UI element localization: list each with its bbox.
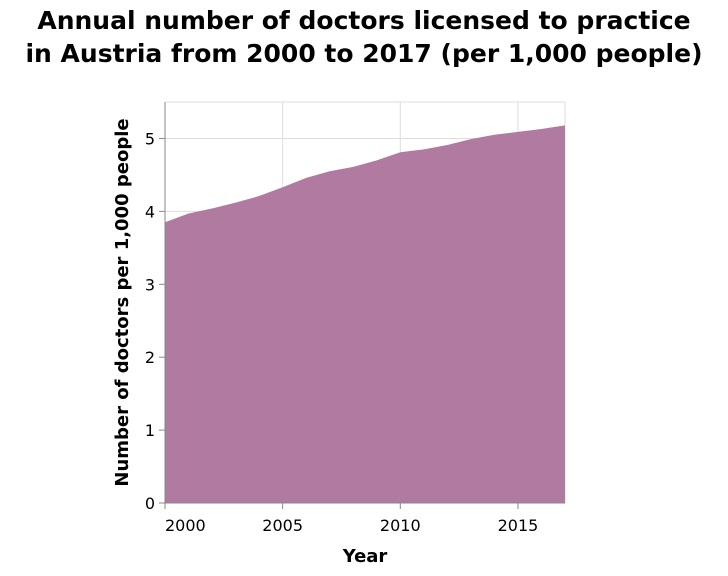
- x-tick-label: 2010: [380, 516, 421, 535]
- y-tick-label: 4: [145, 202, 155, 221]
- x-tick-label: 2000: [165, 516, 206, 535]
- chart-title-line-2: in Austria from 2000 to 2017 (per 1,000 …: [25, 39, 703, 68]
- x-axis-title: Year: [342, 546, 388, 567]
- axis-layer: 0 1 2 3 4 5 2000 2005 2010 2015: [145, 102, 565, 535]
- chart-title-line-1: Annual number of doctors licensed to pra…: [37, 6, 691, 35]
- x-tick-label: 2005: [262, 516, 303, 535]
- area-series: [165, 125, 565, 504]
- y-tick-label: 1: [145, 421, 155, 440]
- y-tick-label: 5: [145, 129, 155, 148]
- y-tick-label: 3: [145, 275, 155, 294]
- y-tick-label: 2: [145, 348, 155, 367]
- chart-title: Annual number of doctors licensed to pra…: [0, 4, 728, 70]
- y-axis-title: Number of doctors per 1,000 people: [112, 118, 133, 486]
- y-tick-label: 0: [145, 494, 155, 513]
- data-layer: [165, 125, 565, 504]
- x-tick-label: 2015: [498, 516, 539, 535]
